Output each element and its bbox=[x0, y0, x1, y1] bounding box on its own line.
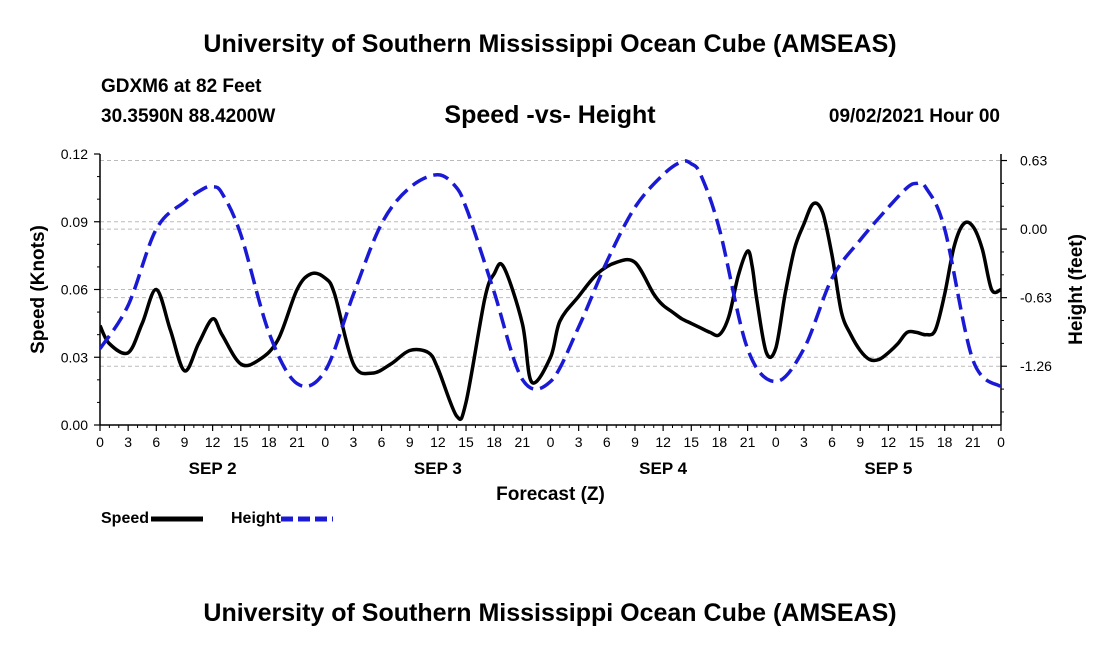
x-tick-label-7: 21 bbox=[289, 434, 305, 450]
x-tick-label-11: 9 bbox=[406, 434, 414, 450]
x-tick-label-18: 6 bbox=[603, 434, 611, 450]
x-tick-label-32: 0 bbox=[997, 434, 1005, 450]
x-tick-label-6: 18 bbox=[261, 434, 277, 450]
x-tick-label-2: 6 bbox=[152, 434, 160, 450]
footer-title: University of Southern Mississippi Ocean… bbox=[203, 599, 897, 627]
y2-tick-label-3: -1.26 bbox=[1020, 358, 1052, 374]
y2-axis-title: Height (feet) bbox=[1066, 234, 1087, 345]
x-tick-label-28: 12 bbox=[881, 434, 897, 450]
x-tick-label-16: 0 bbox=[547, 434, 555, 450]
x-tick-label-27: 9 bbox=[856, 434, 864, 450]
x-tick-label-5: 15 bbox=[233, 434, 249, 450]
y-tick-label-1: 0.03 bbox=[61, 349, 88, 365]
x-tick-label-12: 12 bbox=[430, 434, 446, 450]
x-tick-label-14: 18 bbox=[486, 434, 502, 450]
x-tick-label-17: 3 bbox=[575, 434, 583, 450]
x-tick-label-4: 12 bbox=[205, 434, 221, 450]
x-tick-label-15: 21 bbox=[515, 434, 531, 450]
chart-title: Speed -vs- Height bbox=[444, 101, 656, 129]
x-tick-label-9: 3 bbox=[350, 434, 358, 450]
legend-height: Height bbox=[231, 510, 337, 528]
x-axis-title: Forecast (Z) bbox=[496, 484, 605, 505]
x-tick-label-31: 21 bbox=[965, 434, 981, 450]
legend-height-label: Height bbox=[231, 510, 281, 527]
y-tick-label-4: 0.12 bbox=[61, 146, 88, 162]
series-line-speed bbox=[100, 201, 1001, 422]
legend-speed-label: Speed bbox=[101, 510, 150, 527]
y-tick-label-2: 0.06 bbox=[61, 282, 88, 298]
x-tick-label-29: 15 bbox=[909, 434, 925, 450]
station-label: GDXM6 at 82 Feet bbox=[101, 76, 262, 97]
x-tick-label-24: 0 bbox=[772, 434, 780, 450]
y2-tick-label-0: 0.63 bbox=[1020, 153, 1047, 169]
x-tick-label-23: 21 bbox=[740, 434, 756, 450]
x-tick-label-8: 0 bbox=[321, 434, 329, 450]
page-title: University of Southern Mississippi Ocean… bbox=[203, 30, 897, 58]
y2-tick-label-2: -0.63 bbox=[1020, 290, 1052, 306]
x-tick-label-20: 12 bbox=[655, 434, 671, 450]
day-label-3: SEP 5 bbox=[864, 459, 912, 478]
x-tick-label-3: 9 bbox=[181, 434, 189, 450]
forecast-datetime: 09/02/2021 Hour 00 bbox=[828, 106, 1000, 127]
x-tick-label-22: 18 bbox=[712, 434, 728, 450]
day-label-1: SEP 3 bbox=[414, 459, 462, 478]
x-tick-label-0: 0 bbox=[96, 434, 104, 450]
x-tick-label-10: 6 bbox=[378, 434, 386, 450]
x-tick-label-30: 18 bbox=[937, 434, 953, 450]
legend-speed-swatch bbox=[151, 516, 204, 522]
y2-tick-label-1: 0.00 bbox=[1020, 221, 1047, 237]
y-tick-label-3: 0.09 bbox=[61, 214, 88, 230]
x-tick-label-26: 6 bbox=[828, 434, 836, 450]
x-tick-label-21: 15 bbox=[683, 434, 699, 450]
series-line-height bbox=[100, 159, 1001, 391]
legend-speed: Speed bbox=[101, 510, 205, 528]
x-tick-label-1: 3 bbox=[124, 434, 132, 450]
coordinates-label: 30.3590N 88.4200W bbox=[101, 106, 276, 127]
day-label-0: SEP 2 bbox=[189, 459, 237, 478]
x-tick-label-13: 15 bbox=[458, 434, 474, 450]
y-tick-label-0: 0.00 bbox=[61, 417, 88, 433]
x-tick-label-25: 3 bbox=[800, 434, 808, 450]
day-label-2: SEP 4 bbox=[639, 459, 687, 478]
y-axis-title: Speed (Knots) bbox=[28, 225, 49, 354]
x-tick-label-19: 9 bbox=[631, 434, 639, 450]
legend-height-swatch bbox=[280, 516, 333, 522]
